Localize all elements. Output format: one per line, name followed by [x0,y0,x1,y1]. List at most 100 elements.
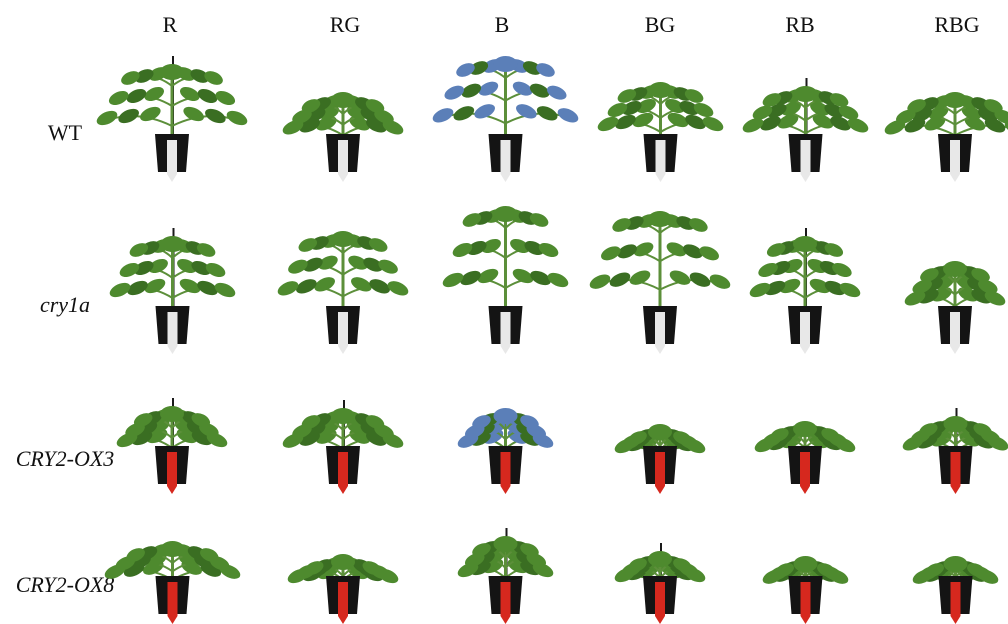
leaflet [928,105,949,120]
leaflet [214,282,235,298]
leaflet [125,548,145,562]
leaflet [821,428,840,442]
leaflet [318,255,338,270]
column-header-rb: RB [785,12,815,37]
column-header-rg: RG [329,12,361,37]
plant-tag [950,582,960,624]
apical-leaf [793,421,817,437]
apical-leaf [648,424,672,440]
leaflet [972,423,992,437]
row-label-cry2-ox3: CRY2-OX3 [15,446,115,471]
leaflet [515,104,537,119]
leaflet [884,120,906,135]
leaflet [824,243,844,257]
leaflet [812,114,833,129]
leaflet [443,85,464,100]
leaflet [197,89,218,103]
plant-cry2-ox8-b [457,526,553,624]
leaflet [473,104,495,119]
leaflet [199,548,219,562]
leaflet [758,263,778,277]
apical-leaf [493,56,517,72]
leaflet [920,97,939,111]
leaflet [369,279,390,294]
leaflet [621,101,642,115]
leaflet [277,281,299,296]
leaflet [135,69,154,83]
plant-tag [338,312,348,354]
leaflet [529,83,549,98]
leaflet [683,244,703,259]
apical-leaf [331,92,355,108]
leaflet [522,61,541,75]
plant-cry1a-r [109,226,235,354]
leaflet [351,277,372,292]
leaflet [536,106,557,121]
leaflet [684,114,706,130]
leaflet [362,561,382,575]
leaflet [452,243,472,257]
leaflet [589,274,611,289]
plant-cry2-ox8-rb [762,546,848,624]
leaflet [632,112,653,128]
leaflet [777,114,798,129]
leaflet [749,282,771,298]
plant-cry1a-rbg [904,251,1006,354]
leaflet [461,83,481,98]
leaflet [816,563,836,577]
leaflet [912,279,932,294]
leaflet [363,257,383,272]
apical-leaf [160,236,184,252]
leaflet [314,277,335,292]
plant-cry2-ox8-rg [287,544,399,624]
leaflet [282,120,304,135]
leaflet [667,112,688,128]
leaflet [519,543,539,557]
leaflet [546,85,567,100]
plant-tag [800,582,810,624]
plant-cry1a-bg [589,201,731,354]
leaflet [629,270,651,285]
leaflet [190,261,211,275]
leaflet [759,116,781,131]
apical-leaf [793,236,817,252]
plant-tag [167,452,177,494]
plant-cry2-ox3-rbg [902,406,1008,494]
leaflet [288,259,308,274]
leaflet [226,110,248,126]
leaflet [614,114,636,130]
leaflet [964,116,986,131]
plant-tag [500,452,510,494]
leaflet [529,213,548,227]
leaflet [374,109,394,124]
leaflet [984,291,1006,306]
plant-tag [500,312,510,354]
leaflet [607,103,627,117]
plant-tag [500,582,510,624]
leaflet [535,63,555,77]
leaflet [205,263,225,277]
leaflet [179,278,200,294]
apical-leaf [160,406,184,422]
plant-tag [655,452,665,494]
leaflet [684,89,703,103]
leaflet [126,280,148,296]
leaflet [455,63,475,77]
apical-leaf [493,206,517,222]
apical-leaf [160,541,184,557]
leaflet [365,415,385,429]
leaflet [702,116,723,132]
leaflet [512,81,532,96]
leaflet [961,105,982,120]
leaflet [994,109,1008,124]
leaflet [121,71,140,85]
apical-leaf [160,64,184,80]
column-header-bg: BG [644,12,676,37]
leaflet [129,243,148,257]
leaflet [770,428,789,442]
leaflet [471,543,491,557]
plant-tag [500,140,510,182]
leaflet [303,257,323,272]
leaflet [382,120,404,135]
leaflet [316,116,337,131]
